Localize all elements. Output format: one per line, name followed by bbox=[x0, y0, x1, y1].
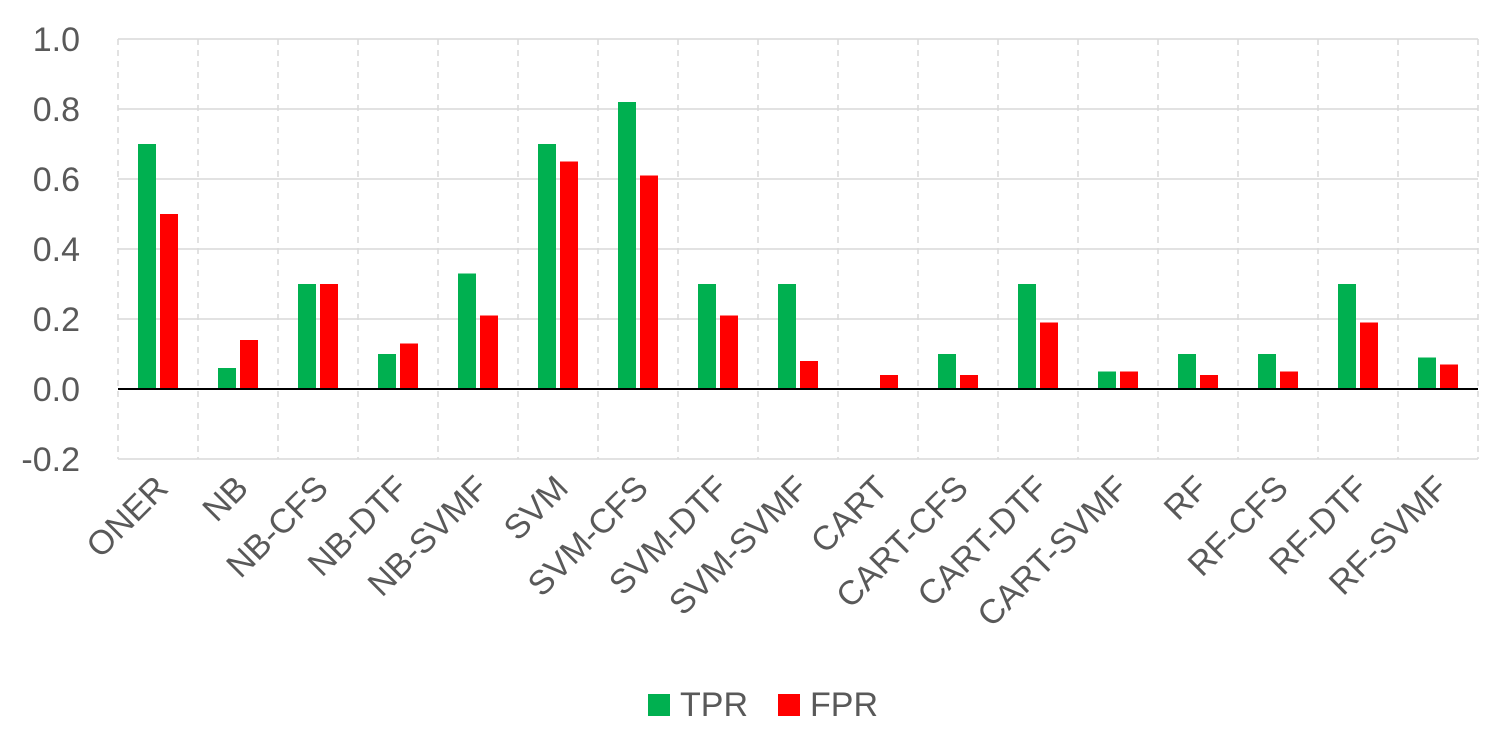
bar-tpr bbox=[538, 144, 556, 389]
bar-tpr bbox=[1258, 354, 1276, 389]
bar-tpr bbox=[378, 354, 396, 389]
legend-label-fpr: FPR bbox=[810, 686, 878, 724]
bar-tpr bbox=[298, 284, 316, 389]
bar-fpr bbox=[1440, 364, 1458, 389]
y-tick-label: 0.2 bbox=[33, 301, 80, 339]
bar-fpr bbox=[880, 375, 898, 389]
bar-tpr bbox=[138, 144, 156, 389]
bar-fpr bbox=[160, 214, 178, 389]
bar-fpr bbox=[560, 161, 578, 389]
bar-fpr bbox=[1280, 371, 1298, 389]
bar-fpr bbox=[960, 375, 978, 389]
x-tick-label: RF bbox=[1157, 469, 1216, 528]
bar-fpr bbox=[640, 175, 658, 389]
y-tick-label: 1.0 bbox=[33, 21, 80, 59]
bar-tpr bbox=[1098, 371, 1116, 389]
bar-fpr bbox=[1360, 322, 1378, 389]
legend-swatch-tpr bbox=[648, 694, 670, 716]
bar-tpr bbox=[1338, 284, 1356, 389]
bar-fpr bbox=[240, 340, 258, 389]
y-tick-label: 0.4 bbox=[33, 231, 80, 269]
bar-tpr bbox=[938, 354, 956, 389]
bar-tpr bbox=[698, 284, 716, 389]
y-tick-label: 0.0 bbox=[33, 371, 80, 409]
legend: TPR FPR bbox=[648, 686, 878, 724]
bar-fpr bbox=[800, 361, 818, 389]
bar-fpr bbox=[480, 315, 498, 389]
bar-fpr bbox=[1120, 371, 1138, 389]
y-tick-label: -0.2 bbox=[21, 441, 80, 479]
bar-tpr bbox=[778, 284, 796, 389]
bar-fpr bbox=[1200, 375, 1218, 389]
bar-tpr bbox=[218, 368, 236, 389]
legend-swatch-fpr bbox=[778, 694, 800, 716]
gridlines bbox=[117, 38, 1479, 460]
bar-tpr bbox=[1418, 357, 1436, 389]
bar-fpr bbox=[400, 343, 418, 389]
legend-label-tpr: TPR bbox=[680, 686, 748, 724]
bar-tpr bbox=[618, 102, 636, 389]
bars bbox=[138, 102, 1458, 389]
bar-fpr bbox=[1040, 322, 1058, 389]
y-tick-label: 0.8 bbox=[33, 91, 80, 129]
x-tick-label: ONER bbox=[79, 469, 175, 565]
bar-fpr bbox=[320, 284, 338, 389]
x-tick-label: NB bbox=[195, 469, 255, 529]
bar-fpr bbox=[720, 315, 738, 389]
bar-tpr bbox=[458, 273, 476, 389]
bar-tpr bbox=[1018, 284, 1036, 389]
bar-tpr bbox=[1178, 354, 1196, 389]
y-tick-label: 0.6 bbox=[33, 161, 80, 199]
